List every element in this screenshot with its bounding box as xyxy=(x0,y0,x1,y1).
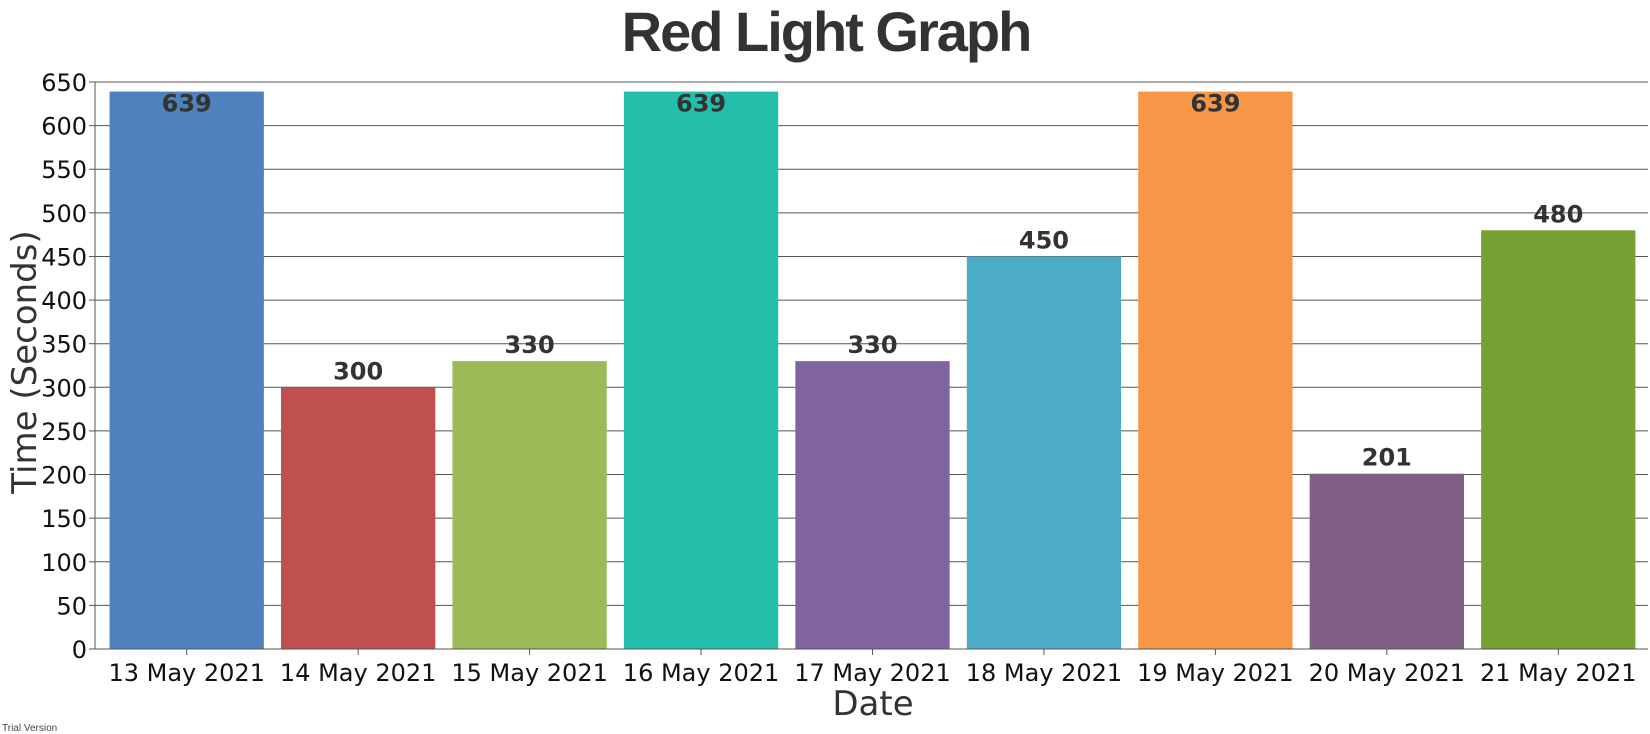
data-label: 330 xyxy=(505,331,555,359)
x-axis-ticks: 13 May 2021 14 May 2021 15 May 2021 16 May … xyxy=(108,649,1637,687)
y-tick-label: 150 xyxy=(41,505,87,533)
x-tick-label: 19 May 2021 xyxy=(1137,659,1294,687)
bar xyxy=(1481,230,1636,650)
bar xyxy=(452,361,607,649)
bar xyxy=(1138,91,1293,649)
x-tick-label: 21 May 2021 xyxy=(1480,659,1637,687)
bar xyxy=(1309,473,1464,649)
data-label: 201 xyxy=(1362,444,1412,472)
y-tick-label: 350 xyxy=(41,331,87,359)
y-tick-label: 250 xyxy=(41,418,87,446)
data-label: 639 xyxy=(1190,90,1240,118)
x-tick-label: 18 May 2021 xyxy=(966,659,1123,687)
y-tick-label: 300 xyxy=(41,374,87,402)
x-tick-label: 16 May 2021 xyxy=(623,659,780,687)
y-tick-label: 600 xyxy=(41,113,87,141)
bars xyxy=(109,91,1636,650)
chart-title: Red Light Graph xyxy=(622,0,1031,63)
data-label: 300 xyxy=(333,357,383,385)
x-axis-title: Date xyxy=(832,684,913,724)
bar xyxy=(795,361,950,649)
watermark: Trial Version xyxy=(2,723,57,734)
y-tick-label: 50 xyxy=(56,592,87,620)
data-label: 480 xyxy=(1533,200,1583,228)
data-labels: 639 300 330 639 330 450 639 201 480 xyxy=(162,90,1584,472)
y-axis-ticks: 0 50 100 150 200 250 300 350 400 450 500 550 600 650 xyxy=(41,69,95,664)
data-label: 450 xyxy=(1019,226,1069,254)
y-tick-label: 0 xyxy=(72,636,87,664)
x-tick-label: 13 May 2021 xyxy=(108,659,265,687)
data-label: 330 xyxy=(847,331,897,359)
x-tick-label: 15 May 2021 xyxy=(451,659,608,687)
y-tick-label: 100 xyxy=(41,549,87,577)
bar xyxy=(109,91,264,649)
x-tick-label: 20 May 2021 xyxy=(1309,659,1466,687)
y-tick-label: 550 xyxy=(41,156,87,184)
bar xyxy=(623,91,779,649)
y-tick-label: 200 xyxy=(41,462,87,490)
x-tick-label: 14 May 2021 xyxy=(280,659,437,687)
x-tick-label: 17 May 2021 xyxy=(794,659,951,687)
y-axis-title: Time (Seconds) xyxy=(5,230,45,494)
bar xyxy=(281,387,436,649)
y-tick-label: 500 xyxy=(41,200,87,228)
y-tick-label: 650 xyxy=(41,69,87,97)
y-tick-label: 400 xyxy=(41,287,87,315)
y-tick-label: 450 xyxy=(41,243,87,271)
bar xyxy=(966,256,1122,649)
data-label: 639 xyxy=(162,90,212,118)
data-label: 639 xyxy=(676,90,726,118)
